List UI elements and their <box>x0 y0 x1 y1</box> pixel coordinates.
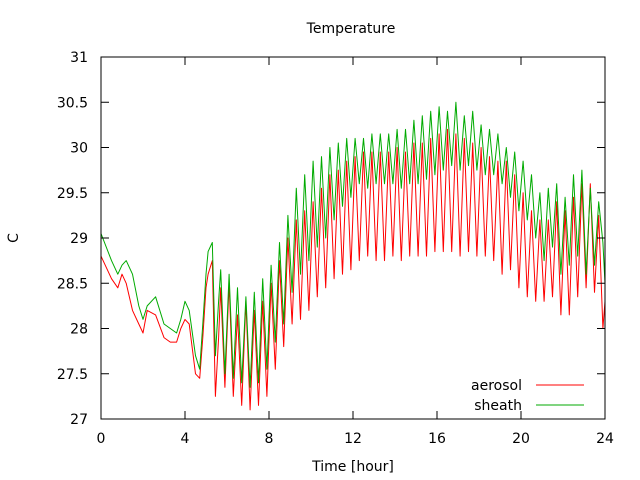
series-line-sheath <box>101 101 605 388</box>
x-tick-label: 0 <box>97 431 106 447</box>
y-tick-label: 28.5 <box>57 276 88 292</box>
x-tick-label: 20 <box>512 431 530 447</box>
legend-label-aerosol: aerosol <box>471 378 522 394</box>
y-axis-tick-labels: 27 27.5 28 28.5 29 29.5 30 30.5 31 <box>57 50 88 428</box>
chart-title: Temperature <box>306 21 396 37</box>
y-tick-label: 31 <box>70 50 88 66</box>
x-tick-label: 12 <box>344 431 362 447</box>
y-tick-label: 29.5 <box>57 186 88 202</box>
axis-ticks <box>100 56 606 420</box>
y-tick-label: 30.5 <box>57 95 88 111</box>
x-tick-label: 24 <box>596 431 614 447</box>
legend-label-sheath: sheath <box>474 398 522 414</box>
y-tick-label: 27 <box>70 412 88 428</box>
y-tick-label: 27.5 <box>57 367 88 383</box>
x-tick-label: 8 <box>265 431 274 447</box>
series-layer <box>101 101 605 411</box>
plot-area-frame <box>100 56 606 420</box>
x-tick-label: 16 <box>428 431 446 447</box>
x-axis-label: Time [hour] <box>311 459 394 475</box>
legend: aerosol sheath <box>471 378 584 414</box>
y-axis-label: C <box>6 233 22 243</box>
x-tick-label: 4 <box>181 431 190 447</box>
series-line-aerosol <box>101 128 605 411</box>
x-axis-tick-labels: 0 4 8 12 16 20 24 <box>97 431 614 447</box>
y-tick-label: 29 <box>70 231 88 247</box>
y-tick-label: 28 <box>70 322 88 338</box>
y-tick-label: 30 <box>70 141 88 157</box>
